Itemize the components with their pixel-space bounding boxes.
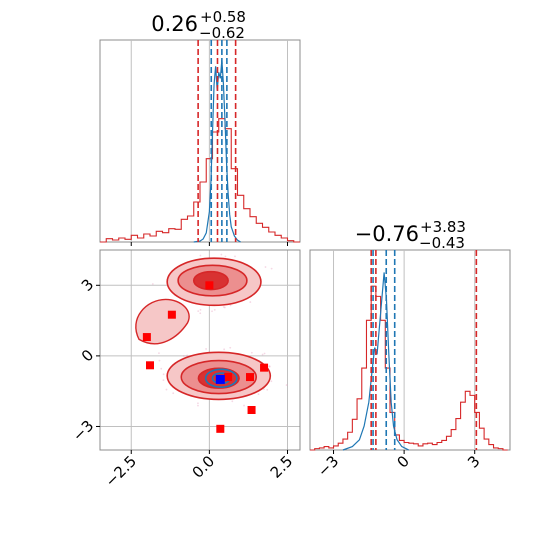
joint-sample-point xyxy=(197,310,200,313)
marginal-y-tick-label: −3 xyxy=(314,452,342,480)
joint-red-marker xyxy=(224,373,233,382)
joint-red-marker xyxy=(146,361,154,370)
joint-sample-point xyxy=(162,373,165,376)
joint-red-contour-lobe xyxy=(135,298,190,345)
joint-sample-point xyxy=(162,379,165,382)
marginal-x-title-minus: −0.62 xyxy=(199,24,245,42)
marginal-y-blue-histogram xyxy=(342,272,410,451)
marginal-y-tick-label: 3 xyxy=(464,452,483,471)
joint-sample-point xyxy=(165,388,168,391)
joint-sample-point xyxy=(172,392,175,395)
marginal-x-ticks xyxy=(130,242,288,246)
joint-sample-point xyxy=(151,283,154,285)
joint-sample-point xyxy=(264,266,267,268)
marginal-x-title: 0.26 xyxy=(151,12,198,36)
joint-sample-point xyxy=(268,365,271,368)
joint-x-tick-label: 0.0 xyxy=(189,452,219,482)
joint-red-marker xyxy=(260,363,269,372)
joint-panel: −2.5 0.0 2.5 −3 0 3 xyxy=(69,249,301,491)
joint-sample-point xyxy=(199,254,202,257)
marginal-y-title-value: −0.76 xyxy=(355,222,419,246)
marginal-y-ticks: −3 0 3 xyxy=(314,450,484,480)
joint-sample-point xyxy=(213,309,216,311)
joint-sample-point xyxy=(160,367,163,370)
joint-sample-point xyxy=(186,354,189,357)
joint-sample-point xyxy=(222,306,225,308)
joint-sample-point xyxy=(223,348,226,351)
marginal-y-marks xyxy=(310,250,508,451)
joint-red-marker xyxy=(247,406,256,414)
joint-blue-contour xyxy=(204,368,238,388)
marginal-x-red-histogram xyxy=(100,118,300,243)
marginal-y-frame xyxy=(309,249,511,451)
joint-sample-point xyxy=(250,351,253,354)
joint-sample-point xyxy=(257,393,260,396)
joint-sample-point xyxy=(229,304,232,307)
joint-x-tick-label: −2.5 xyxy=(102,452,140,490)
joint-sample-point xyxy=(224,255,227,258)
marginal-x-frame xyxy=(99,39,301,243)
joint-sample-point xyxy=(199,308,202,311)
joint-frame xyxy=(99,249,301,451)
joint-sample-point xyxy=(270,267,273,270)
joint-red-marker xyxy=(216,424,225,433)
joint-sample-point xyxy=(243,404,245,407)
joint-sample-point xyxy=(197,402,199,405)
joint-sample-point xyxy=(249,301,252,303)
marginal-x-title-value: 0.26 xyxy=(151,12,198,36)
joint-sample-point xyxy=(263,388,265,391)
joint-sample-point xyxy=(211,310,213,313)
joint-sample-point xyxy=(182,355,185,357)
joint-sample-point xyxy=(266,388,269,391)
joint-red-marker xyxy=(167,310,176,319)
marginal-y-title-minus: −0.43 xyxy=(419,234,465,252)
joint-red-marker xyxy=(205,281,214,290)
joint-sample-point xyxy=(223,306,226,309)
joint-sample-point xyxy=(158,359,161,362)
marginal-y-panel: −3 0 3 −0.76 +3.83 −0.43 xyxy=(309,218,511,480)
joint-sample-point xyxy=(234,255,236,258)
joint-sample-point xyxy=(270,380,273,383)
marginal-y-tick-label: 0 xyxy=(393,452,412,471)
joint-sample-point xyxy=(229,346,232,349)
joint-sample-point xyxy=(220,253,223,256)
joint-sample-point xyxy=(263,352,266,355)
joint-y-tick-label: 3 xyxy=(78,275,97,294)
joint-sample-point xyxy=(231,400,234,403)
joint-sample-point xyxy=(268,365,271,368)
marginal-y-grid xyxy=(333,250,476,450)
joint-y-tick-label: −3 xyxy=(69,417,97,445)
joint-markers xyxy=(142,281,269,433)
joint-sample-point xyxy=(199,312,202,315)
joint-red-marker xyxy=(246,373,254,382)
joint-red-marker xyxy=(142,333,151,342)
marginal-y-title-plus: +3.83 xyxy=(420,218,466,236)
joint-sample-point xyxy=(197,404,199,407)
joint-sample-point xyxy=(158,352,160,355)
marginal-x-title-plus: +0.58 xyxy=(200,8,246,26)
joint-sample-point xyxy=(205,348,207,350)
marginal-x-marks xyxy=(100,40,300,243)
marginal-y-red-histogram xyxy=(310,285,508,451)
joint-x-tick-label: 2.5 xyxy=(267,452,297,482)
joint-truth-marker xyxy=(215,374,225,384)
joint-y-tick-label: 0 xyxy=(78,346,97,365)
marginal-x-blue-histogram xyxy=(193,60,241,243)
joint-red-contour-inner xyxy=(192,270,229,291)
marginal-x-panel: 0.26 +0.58 −0.62 xyxy=(99,8,301,246)
joint-sample-point xyxy=(285,384,288,386)
joint-sample-point xyxy=(261,353,264,356)
